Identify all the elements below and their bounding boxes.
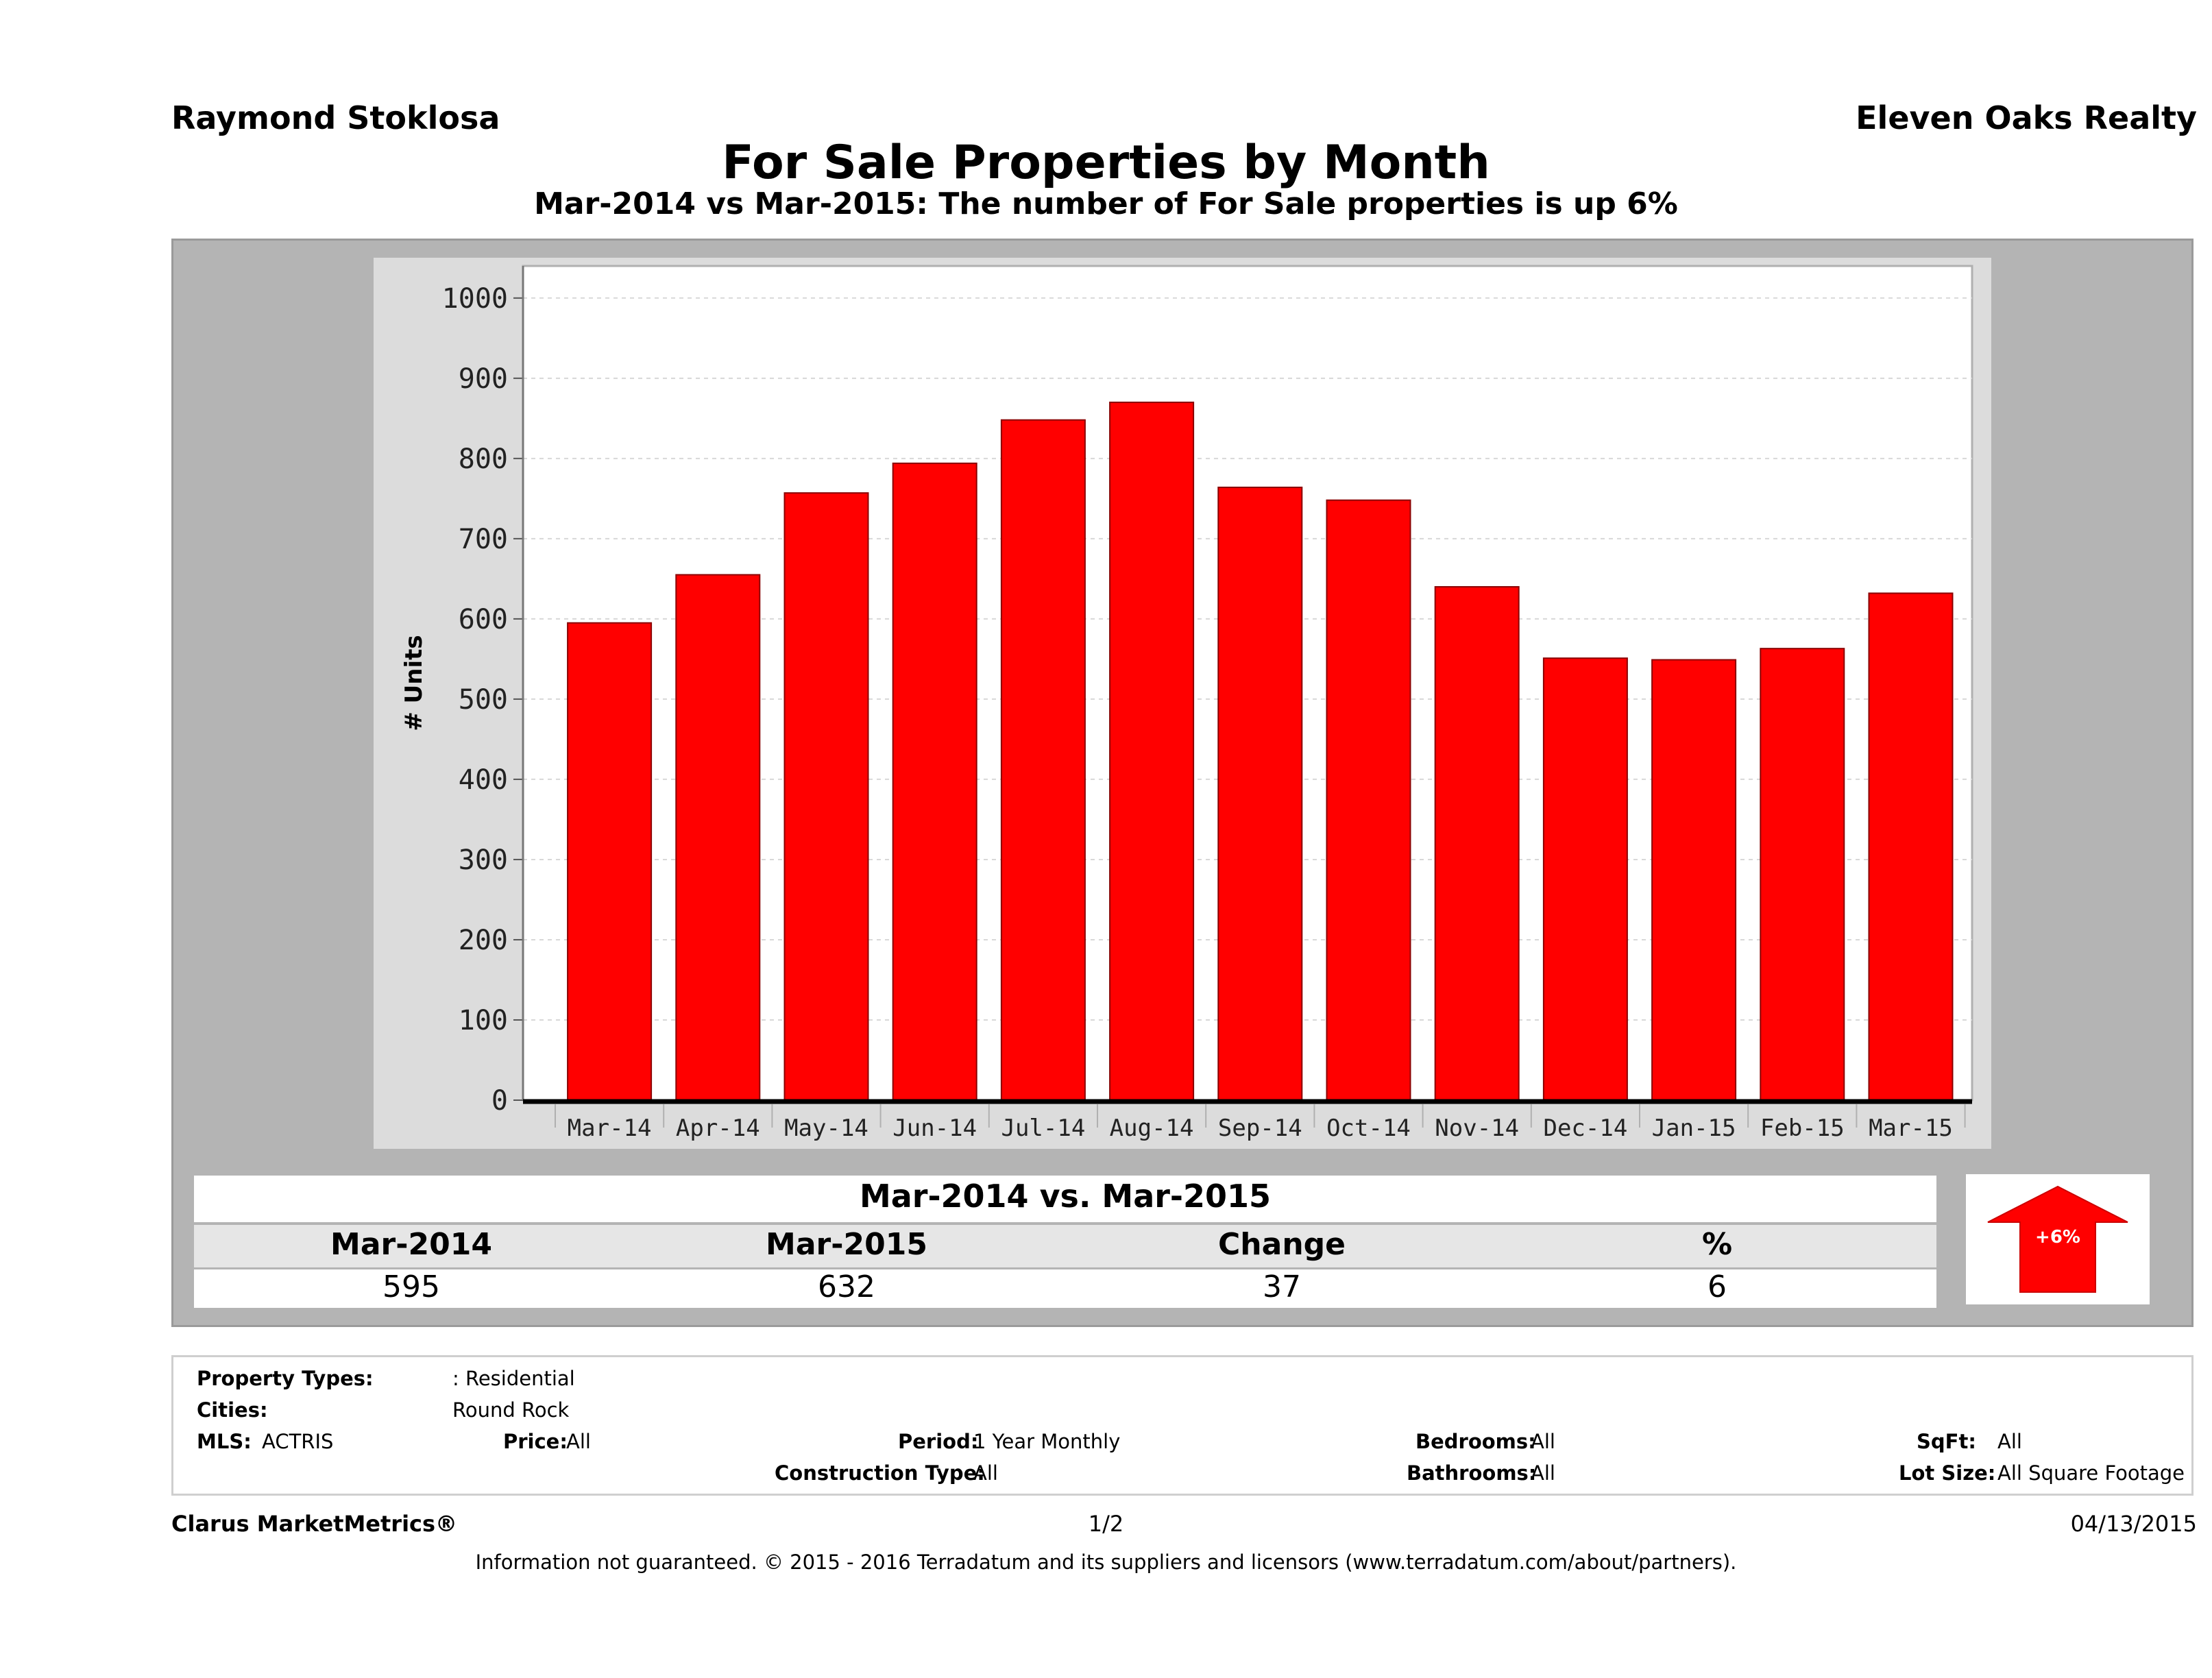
price-value: All — [566, 1430, 591, 1453]
bar — [1000, 419, 1086, 1101]
bar — [1542, 657, 1628, 1101]
bar — [1326, 499, 1411, 1101]
change-badge-label: +6% — [2035, 1227, 2080, 1248]
footer-brand: Clarus MarketMetrics® — [171, 1511, 458, 1537]
cities-label: Cities: — [197, 1398, 268, 1422]
bar — [1217, 486, 1303, 1101]
bedrooms-label: Bedrooms: — [1415, 1430, 1536, 1453]
comparison-header-row — [194, 1225, 1936, 1267]
bar — [1868, 592, 1954, 1101]
footer-date: 04/13/2015 — [2070, 1511, 2197, 1537]
price-label: Price: — [503, 1430, 568, 1453]
mls-label: MLS: — [197, 1430, 252, 1453]
report-subtitle: Mar-2014 vs Mar-2015: The number of For … — [534, 186, 1678, 221]
comparison-header-percent: % — [1701, 1227, 1733, 1262]
construction-type-value: All — [973, 1461, 998, 1485]
x-tick-label: Jun-14 — [892, 1115, 977, 1142]
up-arrow-icon: +6% — [1987, 1185, 2128, 1293]
filter-info-box — [171, 1355, 2193, 1496]
bathrooms-value: All — [1531, 1461, 1555, 1485]
lot-size-value: All Square Footage — [1997, 1461, 2185, 1485]
x-tick-label: Aug-14 — [1110, 1115, 1194, 1142]
bar — [892, 462, 977, 1101]
agent-name: Raymond Stoklosa — [171, 99, 500, 136]
comparison-value-row — [194, 1269, 1936, 1308]
y-tick-label: 700 — [459, 524, 508, 555]
sqft-label: SqFt: — [1917, 1430, 1976, 1453]
bathrooms-label: Bathrooms: — [1407, 1461, 1537, 1485]
x-tick-label: Oct-14 — [1326, 1115, 1411, 1142]
report-title: For Sale Properties by Month — [722, 136, 1490, 190]
bar — [1651, 659, 1737, 1101]
bar — [783, 492, 869, 1101]
bedrooms-value: All — [1531, 1430, 1555, 1453]
y-tick-label: 400 — [459, 764, 508, 796]
x-tick-label: Sep-14 — [1218, 1115, 1302, 1142]
comparison-value-percent: 6 — [1707, 1269, 1727, 1304]
comparison-title: Mar-2014 vs. Mar-2015 — [859, 1178, 1272, 1215]
bar — [1109, 401, 1195, 1102]
comparison-value-end: 632 — [818, 1269, 875, 1304]
footer-page-number: 1/2 — [1088, 1511, 1124, 1537]
y-tick-label: 200 — [459, 925, 508, 956]
property-types-value: : Residential — [452, 1367, 575, 1390]
y-tick-label: 800 — [459, 443, 508, 475]
mls-value: ACTRIS — [262, 1430, 334, 1453]
x-tick-label: Jul-14 — [1001, 1115, 1085, 1142]
bar-chart: 0 100 200 300 400 500 600 700 800 900 1000 # Units M… — [400, 265, 1973, 1142]
x-tick-label: Apr-14 — [676, 1115, 760, 1142]
footer-disclaimer: Information not guaranteed. © 2015 - 201… — [475, 1551, 1737, 1574]
x-tick-label: Dec-14 — [1543, 1115, 1627, 1142]
y-tick-label: 0 — [491, 1085, 508, 1117]
property-types-label: Property Types: — [197, 1367, 374, 1390]
comparison-header-end: Mar-2015 — [766, 1227, 927, 1262]
x-tick-label: May-14 — [784, 1115, 868, 1142]
y-tick-label: 600 — [459, 604, 508, 635]
x-tick-label: Nov-14 — [1435, 1115, 1519, 1142]
comparison-header-start: Mar-2014 — [330, 1227, 492, 1262]
y-tick-label: 900 — [459, 363, 508, 395]
comparison-title-bar — [194, 1176, 1936, 1222]
y-tick-label: 1000 — [442, 283, 508, 315]
comparison-header-change: Change — [1218, 1227, 1346, 1262]
sqft-value: All — [1997, 1430, 2022, 1453]
y-tick-label: 300 — [459, 844, 508, 876]
period-value: 1 Year Monthly — [973, 1430, 1121, 1453]
bar — [675, 574, 761, 1101]
change-badge-box: +6% — [1966, 1174, 2150, 1304]
chart-area: 0 100 200 300 400 500 600 700 800 900 1000 # Units M… — [374, 258, 1991, 1149]
bar — [1434, 586, 1520, 1102]
x-tick-label: Mar-14 — [568, 1115, 652, 1142]
bar — [567, 622, 653, 1101]
comparison-value-change: 37 — [1263, 1269, 1301, 1304]
x-tick-label: Mar-15 — [1869, 1115, 1953, 1142]
period-label: Period: — [898, 1430, 979, 1453]
x-tick-label: Jan-15 — [1652, 1115, 1736, 1142]
x-tick-label: Feb-15 — [1760, 1115, 1845, 1142]
comparison-value-start: 595 — [382, 1269, 440, 1304]
cities-value: Round Rock — [452, 1398, 570, 1422]
company-name: Eleven Oaks Realty — [1856, 99, 2197, 136]
lot-size-label: Lot Size: — [1899, 1461, 1996, 1485]
construction-type-label: Construction Type: — [775, 1461, 985, 1485]
bar — [1760, 648, 1845, 1101]
y-tick-label: 100 — [459, 1005, 508, 1036]
y-axis-title: # Units — [400, 635, 428, 731]
y-tick-label: 500 — [459, 684, 508, 716]
